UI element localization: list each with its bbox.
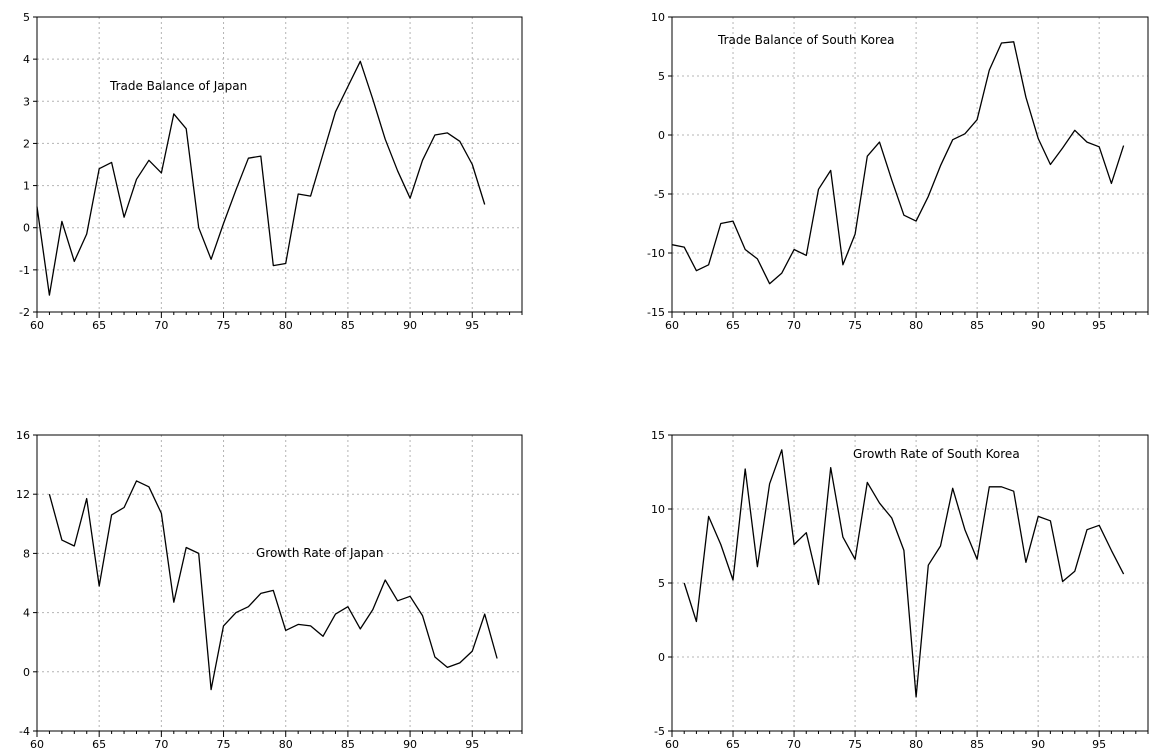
chart-title: Growth Rate of South Korea [853, 447, 1020, 461]
x-tick-label: 70 [787, 738, 801, 751]
series-line [48, 480, 498, 691]
x-tick-label: 75 [848, 738, 862, 751]
x-tick-label: 60 [30, 319, 44, 332]
y-tick-label: 0 [658, 651, 665, 664]
series-line [683, 449, 1125, 698]
chart-title: Trade Balance of Japan [109, 79, 247, 93]
y-tick-label: -15 [647, 306, 665, 319]
y-tick-label: 4 [23, 607, 30, 620]
x-tick-label: 85 [341, 319, 355, 332]
chart-title: Growth Rate of Japan [256, 546, 383, 560]
x-tick-label: 95 [1092, 738, 1106, 751]
y-tick-label: 8 [23, 547, 30, 560]
x-tick-label: 95 [1092, 319, 1106, 332]
y-tick-label: -5 [654, 725, 665, 738]
x-tick-label: 75 [848, 319, 862, 332]
y-tick-label: 5 [658, 70, 665, 83]
series-line [671, 41, 1125, 285]
x-tick-label: 95 [465, 319, 479, 332]
y-tick-label: -2 [19, 306, 30, 319]
chart-4: -5 0 5 10 15 60 65 70 75 80 85 90 95 Growth Rate of S… [651, 429, 1149, 751]
y-tick-label: 1 [23, 180, 30, 193]
x-tick-label: 65 [92, 738, 106, 751]
plot-frame [671, 16, 1149, 313]
y-tick-label: 10 [651, 503, 665, 516]
x-tick-label: 85 [341, 738, 355, 751]
y-tick-label: 0 [23, 666, 30, 679]
x-tick-label: 70 [154, 738, 168, 751]
x-tick-label: 65 [92, 319, 106, 332]
y-tick-label: 12 [16, 488, 30, 501]
y-tick-label: 15 [651, 429, 665, 442]
y-tick-label: 0 [23, 222, 30, 235]
x-tick-label: 75 [217, 319, 231, 332]
x-tick-label: 60 [665, 319, 679, 332]
y-tick-label: 4 [23, 53, 30, 66]
x-tick-label: 70 [787, 319, 801, 332]
x-tick-label: 65 [726, 319, 740, 332]
y-tick-label: -4 [19, 725, 30, 738]
x-tick-label: 80 [279, 738, 293, 751]
x-tick-label: 70 [154, 319, 168, 332]
series-line [36, 60, 486, 296]
x-tick-label: 85 [970, 319, 984, 332]
x-tick-label: 60 [30, 738, 44, 751]
x-tick-label: 90 [403, 319, 417, 332]
y-tick-label: -5 [654, 188, 665, 201]
chart-title: Trade Balance of South Korea [717, 33, 894, 47]
y-tick-label: 3 [23, 95, 30, 108]
x-tick-label: 65 [726, 738, 740, 751]
plot-frame [36, 434, 523, 732]
chart-1: -2 -1 0 1 2 3 4 5 60 65 70 75 80 85 90 95 Trade Balance … [19, 11, 523, 332]
y-tick-label: 10 [651, 11, 665, 24]
chart-2: -15 -10 -5 0 5 10 60 65 70 75 80 85 90 95 Trade Balanc… [647, 11, 1149, 332]
y-tick-label: 5 [658, 577, 665, 590]
x-tick-label: 90 [1031, 738, 1045, 751]
y-tick-label: 0 [658, 129, 665, 142]
y-tick-label: -1 [19, 264, 30, 277]
x-tick-label: 80 [909, 319, 923, 332]
y-tick-label: 16 [16, 429, 30, 442]
plot-frame [36, 16, 523, 313]
x-tick-label: 90 [403, 738, 417, 751]
x-tick-label: 80 [279, 319, 293, 332]
x-tick-label: 80 [909, 738, 923, 751]
x-tick-label: 90 [1031, 319, 1045, 332]
chart-3: -4 0 4 8 12 16 60 65 70 75 80 85 90 95 Growth Rate of … [16, 429, 523, 751]
x-tick-label: 75 [217, 738, 231, 751]
y-tick-label: 5 [23, 11, 30, 24]
y-tick-label: 2 [23, 137, 30, 150]
x-tick-label: 95 [465, 738, 479, 751]
x-tick-label: 60 [665, 738, 679, 751]
y-tick-label: -10 [647, 247, 665, 260]
x-tick-label: 85 [970, 738, 984, 751]
